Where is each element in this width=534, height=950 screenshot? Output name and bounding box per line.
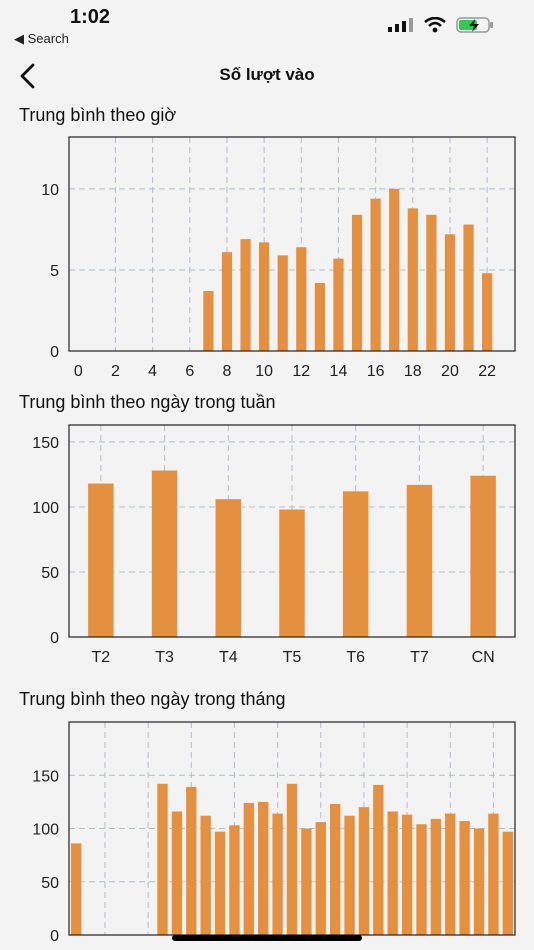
bar — [243, 802, 255, 935]
bar — [277, 255, 288, 351]
x-tick-label: T6 — [346, 649, 365, 666]
bar — [240, 239, 251, 351]
bar — [488, 813, 499, 935]
bar — [88, 483, 114, 637]
bar — [151, 470, 178, 637]
monthday-average-title: Trung bình theo ngày trong tháng — [19, 689, 286, 709]
bar — [344, 815, 355, 935]
bar — [473, 828, 485, 935]
y-tick-label: 100 — [32, 500, 59, 517]
bar — [296, 247, 307, 351]
bar — [215, 499, 242, 637]
bar — [315, 822, 326, 935]
bar — [401, 814, 413, 935]
bar — [186, 786, 197, 935]
x-tick-label: 10 — [255, 363, 273, 380]
plot-frame — [68, 136, 516, 352]
x-tick-label: 6 — [185, 363, 194, 380]
bar — [342, 491, 369, 637]
bar — [279, 509, 305, 637]
bar — [314, 282, 325, 351]
y-tick-label: 0 — [50, 344, 59, 361]
hourly-bar-chart: 0 5 10 0 2 4 6 8 10 12 14 16 18 20 22 — [41, 136, 516, 380]
bar — [301, 828, 312, 935]
bar — [351, 214, 363, 351]
y-tick-label: 50 — [41, 875, 59, 892]
home-indicator — [172, 935, 362, 941]
y-tick-label: 150 — [32, 435, 59, 452]
bar — [329, 804, 341, 935]
bar — [229, 825, 240, 935]
bar — [459, 821, 470, 935]
x-tick-label: 8 — [223, 363, 232, 380]
x-tick-label: 12 — [292, 363, 310, 380]
x-tick-label: 14 — [330, 363, 348, 380]
x-tick-label: T7 — [410, 649, 429, 666]
bar — [203, 291, 214, 351]
x-tick-label: 4 — [148, 363, 157, 380]
x-tick-label: 16 — [367, 363, 385, 380]
bar — [71, 843, 82, 935]
x-tick-label: T4 — [219, 649, 238, 666]
x-tick-label: 18 — [404, 363, 422, 380]
x-tick-label: 2 — [111, 363, 120, 380]
bar — [258, 801, 269, 935]
plot-frame — [68, 424, 516, 638]
y-tick-label: 0 — [50, 630, 59, 647]
bar — [171, 811, 183, 935]
bar — [470, 475, 496, 637]
bar — [407, 208, 418, 351]
bar — [370, 198, 381, 351]
x-tick-label: CN — [472, 649, 495, 666]
x-tick-label: 20 — [441, 363, 459, 380]
wifi-icon — [424, 17, 446, 33]
chevron-left-icon[interactable] — [16, 62, 40, 90]
y-tick-label: 100 — [32, 822, 59, 839]
y-tick-label: 0 — [50, 928, 59, 945]
bar — [482, 273, 493, 351]
bar — [221, 252, 233, 351]
status-time: 1:02 — [70, 6, 111, 28]
y-tick-label: 50 — [41, 565, 59, 582]
hourly-average-title: Trung bình theo giờ — [19, 105, 177, 125]
bar — [286, 783, 298, 935]
weekday-average-title: Trung bình theo ngày trong tuần — [19, 392, 276, 412]
bar — [387, 811, 398, 935]
signal-icon — [388, 18, 413, 32]
bar — [272, 813, 283, 935]
status-icons — [388, 16, 494, 34]
bar — [200, 815, 211, 935]
bar — [259, 242, 270, 351]
weekday-bar-chart: 0 50 100 150 T2 T3 T4 T5 T6 T7 CN — [32, 424, 516, 666]
back-to-search-link[interactable]: ◀ Search — [14, 31, 69, 46]
bar — [358, 807, 370, 935]
x-tick-label: T3 — [155, 649, 174, 666]
bar — [416, 824, 427, 935]
bar — [426, 214, 437, 351]
x-tick-label: T2 — [92, 649, 111, 666]
bar — [445, 813, 456, 935]
bar — [502, 831, 513, 935]
y-tick-label: 150 — [32, 768, 59, 785]
bar — [157, 783, 168, 935]
x-tick-label: 22 — [478, 363, 496, 380]
y-tick-label: 10 — [41, 182, 59, 199]
bar — [373, 784, 384, 935]
page-title: Số lượt vào — [219, 65, 315, 84]
bar — [444, 234, 456, 351]
x-tick-label: 0 — [74, 363, 83, 380]
y-tick-label: 5 — [50, 263, 59, 280]
battery-charging-icon — [456, 17, 493, 33]
bar — [389, 188, 400, 351]
bar — [214, 831, 226, 935]
x-tick-label: T5 — [283, 649, 302, 666]
bar — [333, 258, 344, 351]
bar — [463, 224, 474, 351]
bar — [430, 818, 442, 935]
monthday-bar-chart: 0 50 100 150 — [32, 721, 516, 945]
bar — [406, 484, 433, 637]
